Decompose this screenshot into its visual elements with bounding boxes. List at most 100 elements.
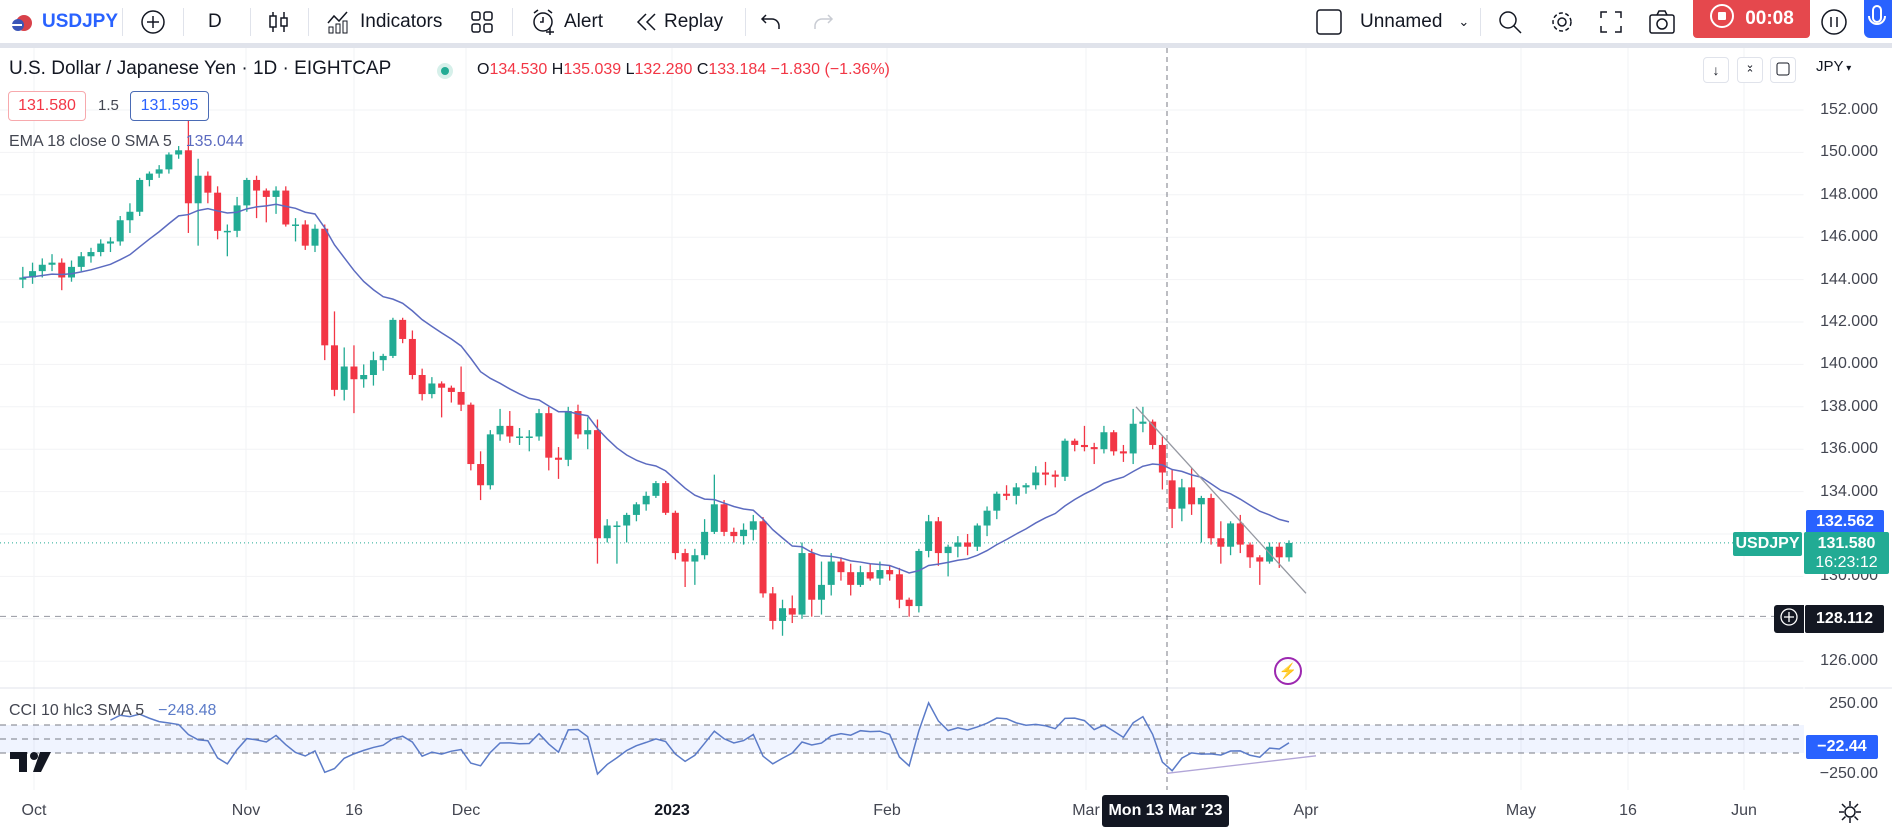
cci-value-tag: −22.44 (1806, 735, 1878, 759)
price-tick: 136.000 (1820, 440, 1878, 458)
candle-body (1110, 432, 1118, 452)
candle-body (282, 190, 290, 225)
candle-body (77, 256, 85, 267)
stop-recording-button[interactable]: 00:08 (1693, 0, 1810, 38)
candle-body (48, 262, 56, 265)
interval-button[interactable]: D (208, 0, 222, 43)
redo-button[interactable] (812, 0, 834, 43)
time-tick: Nov (231, 802, 261, 819)
candle-body (944, 546, 952, 554)
snapshot-button[interactable] (1648, 0, 1676, 43)
stop-icon (1709, 3, 1735, 35)
layout-checkbox[interactable] (1316, 0, 1342, 43)
collapse-icon: ⌄ ⌃ (1745, 59, 1755, 80)
symbol-name: USDJPY (42, 10, 119, 32)
plus-circle-icon (140, 9, 166, 35)
candle-body (184, 150, 192, 204)
microphone-icon (1864, 5, 1892, 42)
arrow-down-icon: ↓ (1712, 62, 1720, 78)
candle-body (301, 224, 309, 246)
fullscreen-icon (1599, 10, 1623, 34)
candle-body (808, 553, 816, 600)
layout-name-button[interactable]: Unnamed ⌄ (1360, 0, 1469, 43)
search-icon (1497, 9, 1523, 35)
price-tick: 140.000 (1820, 355, 1878, 373)
candle-body (993, 493, 1001, 511)
candle-body (1246, 544, 1254, 558)
candle-body (525, 436, 533, 438)
replay-button[interactable]: Replay (636, 0, 723, 43)
candle-body (311, 228, 319, 246)
candle-body (223, 230, 231, 233)
chart-type-button[interactable] (268, 0, 290, 43)
candle-body (691, 555, 699, 562)
alert-label: Alert (564, 10, 604, 32)
candle-body (623, 514, 631, 526)
maximize-pane-button[interactable] (1770, 57, 1796, 83)
candle-body (788, 608, 796, 615)
ema-indicator-label[interactable]: EMA 18 close 0 SMA 5 135.044 (9, 133, 244, 150)
collapse-button[interactable]: ⌄ ⌃ (1737, 57, 1763, 83)
symbol-search-button[interactable]: USDJPY (10, 0, 118, 43)
search-button[interactable] (1497, 0, 1523, 43)
add-alert-button[interactable] (1774, 605, 1804, 633)
pause-recording-button[interactable] (1820, 0, 1848, 43)
candle-body (399, 319, 407, 339)
price-tick: 148.000 (1820, 185, 1878, 203)
candle-body (555, 457, 562, 460)
candle-body (769, 593, 777, 621)
candle-body (1236, 523, 1244, 545)
candle-body (321, 228, 329, 346)
candle-body (779, 608, 787, 621)
time-tick: 2023 (654, 802, 690, 819)
candle-body (58, 262, 66, 278)
price-tick: 126.000 (1820, 652, 1878, 670)
symbol-title[interactable]: U.S. Dollar / Japanese Yen · 1D · EIGHTC… (9, 58, 392, 79)
candle-body (720, 504, 728, 532)
candle-body (642, 495, 650, 505)
candle-body (856, 572, 864, 585)
candle-body (662, 483, 670, 513)
fullscreen-button[interactable] (1599, 0, 1623, 43)
candle-body (827, 561, 835, 585)
lightning-event-icon[interactable]: ⚡ (1274, 657, 1302, 685)
candle-body (496, 425, 504, 435)
chart-settings-button[interactable] (1838, 800, 1862, 829)
candle-body (330, 345, 338, 390)
compare-symbol-button[interactable] (140, 0, 166, 43)
candle-body (1217, 538, 1225, 547)
candle-body (564, 411, 572, 460)
undo-button[interactable] (760, 0, 782, 43)
indicators-button[interactable]: Indicators (326, 0, 442, 43)
candle-body (506, 425, 514, 437)
templates-button[interactable] (470, 0, 494, 43)
tradingview-logo[interactable] (10, 750, 52, 779)
candle-body (1207, 497, 1215, 539)
candle-body (964, 542, 972, 547)
candle-body (87, 252, 95, 257)
cci-indicator-label[interactable]: CCI 10 hlc3 SMA 5 −248.48 (9, 702, 217, 719)
candle-body (1256, 557, 1264, 562)
candle-body (136, 179, 144, 212)
candle-body (389, 319, 397, 356)
microphone-button[interactable] (1864, 0, 1892, 38)
candle-body (545, 413, 553, 458)
settings-button[interactable] (1548, 0, 1576, 43)
bar-countdown: 16:23:12 (1815, 554, 1878, 571)
buy-button[interactable]: 131.595 (130, 91, 209, 121)
scroll-to-latest-button[interactable]: ↓ (1703, 57, 1729, 83)
currency-selector[interactable]: JPY ▾ (1816, 58, 1852, 75)
candle-body (915, 550, 923, 607)
candle-body (194, 175, 202, 204)
candle-body (204, 175, 212, 193)
candle-body (905, 599, 913, 607)
candle-body (126, 211, 134, 221)
alert-button[interactable]: Alert (530, 0, 603, 43)
candle-body (253, 179, 261, 191)
candle-body (1149, 421, 1157, 445)
sell-button[interactable]: 131.580 (8, 91, 86, 121)
symbol-price-tag: USDJPY (1733, 532, 1802, 556)
candle-body (1197, 497, 1205, 505)
price-tick: 144.000 (1820, 270, 1878, 288)
